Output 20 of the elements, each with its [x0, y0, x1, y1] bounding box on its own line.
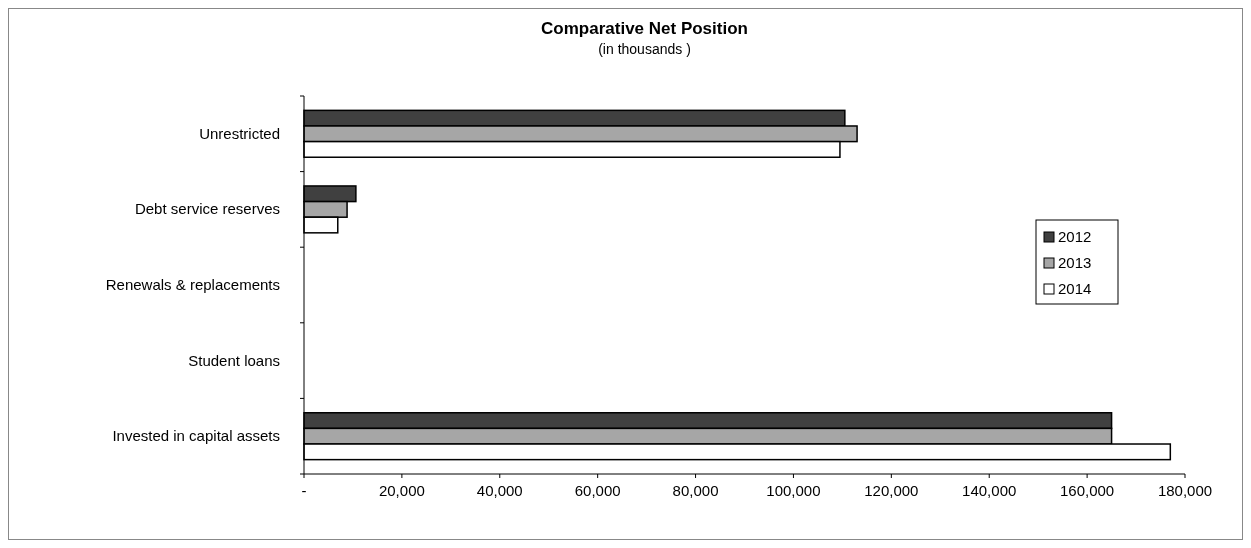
chart-title: Comparative Net Position [541, 19, 748, 38]
x-tick-label: - [301, 482, 307, 499]
y-tick-label: Invested in capital assets [112, 427, 280, 445]
x-tick-label: 120,000 [864, 482, 919, 499]
legend-label: 2014 [1058, 280, 1092, 297]
x-tick-label: 140,000 [962, 482, 1017, 499]
x-tick-label: 180,000 [1157, 482, 1213, 499]
y-tick-label: Renewals & replacements [105, 276, 280, 293]
x-tick-label: 80,000 [672, 482, 719, 499]
legend-label: 2013 [1058, 254, 1092, 271]
x-tick-label: 60,000 [574, 482, 621, 499]
y-tick-label: Student loans [188, 351, 280, 369]
x-tick-label: 20,000 [378, 482, 425, 499]
x-tick-label: 100,000 [766, 482, 821, 499]
x-tick-label: 40,000 [476, 482, 523, 499]
y-tick-label: Unrestricted [199, 124, 280, 142]
y-tick-label: Debt service reserves [134, 200, 280, 218]
x-tick-label: 160,000 [1059, 482, 1115, 499]
legend-label: 2012 [1058, 228, 1092, 245]
chart-subtitle: (in thousands ) [598, 41, 691, 57]
